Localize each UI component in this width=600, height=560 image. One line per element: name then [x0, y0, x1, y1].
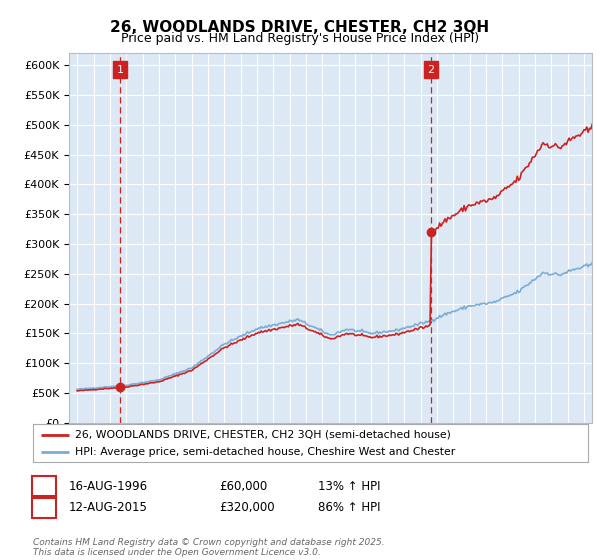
Text: HPI: Average price, semi-detached house, Cheshire West and Chester: HPI: Average price, semi-detached house,… — [74, 447, 455, 458]
Text: Price paid vs. HM Land Registry's House Price Index (HPI): Price paid vs. HM Land Registry's House … — [121, 32, 479, 45]
Text: 2: 2 — [40, 501, 49, 515]
Text: 12-AUG-2015: 12-AUG-2015 — [69, 501, 148, 515]
Text: 1: 1 — [40, 479, 49, 493]
Text: 26, WOODLANDS DRIVE, CHESTER, CH2 3QH (semi-detached house): 26, WOODLANDS DRIVE, CHESTER, CH2 3QH (s… — [74, 430, 451, 440]
Text: £60,000: £60,000 — [219, 479, 267, 493]
Text: 1: 1 — [116, 65, 124, 75]
Text: 13% ↑ HPI: 13% ↑ HPI — [318, 479, 380, 493]
Text: 26, WOODLANDS DRIVE, CHESTER, CH2 3QH: 26, WOODLANDS DRIVE, CHESTER, CH2 3QH — [110, 20, 490, 35]
Text: Contains HM Land Registry data © Crown copyright and database right 2025.
This d: Contains HM Land Registry data © Crown c… — [33, 538, 385, 557]
Text: £320,000: £320,000 — [219, 501, 275, 515]
Text: 16-AUG-1996: 16-AUG-1996 — [69, 479, 148, 493]
Text: 2: 2 — [427, 65, 434, 75]
Text: 86% ↑ HPI: 86% ↑ HPI — [318, 501, 380, 515]
